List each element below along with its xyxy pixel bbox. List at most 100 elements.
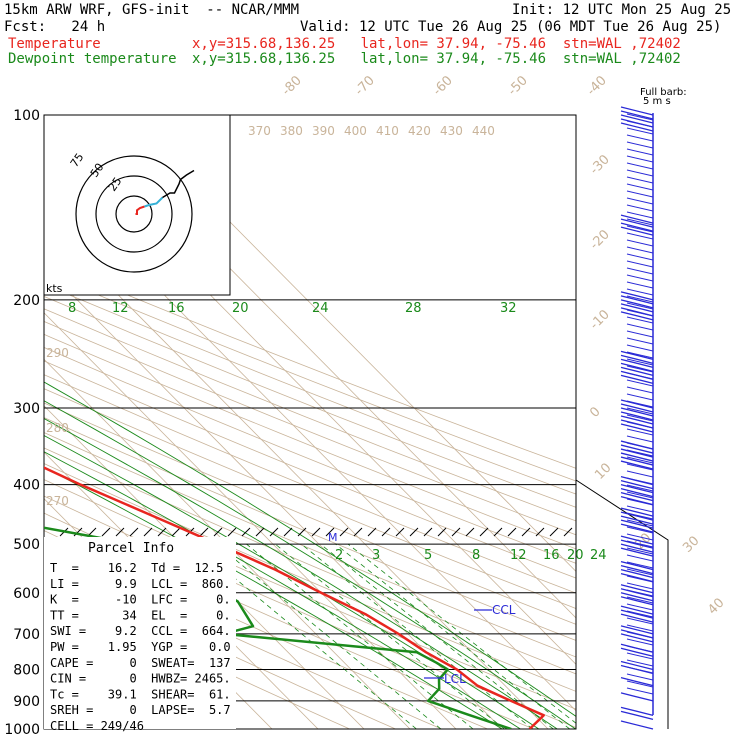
- wind-barb: [626, 505, 654, 513]
- wind-barb: [620, 415, 654, 425]
- wind-barb: [626, 477, 654, 485]
- wind-barb: [626, 316, 654, 324]
- dry-adiabat: [44, 388, 576, 609]
- pressure-label: 500: [13, 537, 40, 553]
- isobars: [43, 114, 669, 730]
- wind-barb: [620, 456, 654, 466]
- wind-barb: [626, 302, 654, 310]
- wind-barb: [626, 673, 654, 681]
- wind-barb: [620, 584, 654, 594]
- wind-barb: [626, 386, 654, 394]
- wind-barb: [620, 523, 654, 533]
- pressure-label: 900: [13, 694, 40, 710]
- wind-barb: [626, 561, 654, 569]
- mixing-ratio-label: 16: [168, 301, 185, 316]
- hatch-mark: [311, 527, 321, 537]
- wind-barb: [620, 592, 654, 602]
- m-marker: M: [328, 531, 338, 544]
- theta-label: 290: [46, 346, 69, 360]
- wind-barb: [620, 358, 654, 368]
- isotherm-label: 40: [705, 596, 727, 618]
- mixing-ratio-label: 3: [372, 548, 380, 563]
- valid-time: Valid: 12 UTC Tue 26 Aug 25 (06 MDT Tue …: [300, 19, 722, 35]
- mixing-ratio-label: 24: [590, 548, 607, 563]
- isotherm-line: [44, 405, 365, 729]
- parcel-row: LI = 9.9 LCL = 860.: [50, 577, 231, 591]
- dry-adiabat: [44, 308, 576, 522]
- theta-label: 410: [376, 124, 399, 138]
- dry-adiabat: [44, 463, 576, 692]
- wind-barb: [620, 366, 654, 376]
- wind-barb: [626, 589, 654, 597]
- wind-barb: [626, 540, 654, 548]
- wind-barb: [620, 480, 654, 490]
- wind-barb: [626, 470, 654, 478]
- wind-barb: [620, 511, 654, 521]
- mixing-ratio-label: 20: [567, 548, 584, 563]
- wind-barb: [626, 309, 654, 317]
- wind-barb: [626, 442, 654, 450]
- wind-barb: [620, 492, 654, 502]
- wind-barb: [620, 706, 654, 716]
- pressure-label: 100: [13, 108, 40, 124]
- wind-barb: [620, 114, 654, 124]
- mixing-ratio-label: 2: [335, 548, 343, 563]
- dry-adiabat: [44, 374, 576, 594]
- parcel-row: SREH = 0 LAPSE= 5.7: [50, 703, 231, 717]
- wind-barb: [626, 288, 654, 296]
- wind-barb: [626, 687, 654, 695]
- wind-barb: [626, 421, 654, 429]
- hatch-mark: [297, 527, 307, 537]
- plot-frame: [43, 114, 577, 730]
- hatch-mark: [507, 527, 517, 537]
- hatch-mark: [115, 527, 125, 537]
- moist-adiabat: [44, 434, 540, 729]
- frame-extension: [575, 479, 669, 729]
- wind-barb: [620, 647, 654, 657]
- wind-barb: [620, 613, 654, 623]
- forecast-hour: Fcst: 24 h: [4, 19, 106, 35]
- hatch-mark: [423, 527, 433, 537]
- wind-barb: [626, 533, 654, 541]
- wind-barb: [620, 609, 654, 619]
- wind-barb: [620, 106, 654, 116]
- wind-barb: [626, 554, 654, 562]
- moist-adiabat: [44, 381, 576, 717]
- wind-barb: [620, 660, 654, 671]
- wind-barb: [626, 498, 654, 506]
- hatch-mark: [451, 527, 461, 537]
- wind-barb: [626, 680, 654, 688]
- wind-barb: [626, 183, 654, 191]
- mixing-ratio-line: [275, 543, 505, 729]
- hatch-mark: [521, 527, 531, 537]
- wind-barb: [626, 148, 654, 156]
- wind-barb: [620, 677, 654, 687]
- isotherm-label: -40: [584, 73, 610, 99]
- dewpoint-location: x,y=315.68,136.25 lat,lon= 37.94, -75.46…: [192, 51, 681, 67]
- isotherm-label: -60: [430, 73, 456, 99]
- wind-barb: [626, 407, 654, 415]
- dry-adiabat: [44, 417, 576, 641]
- mixing-ratio-label: 12: [510, 548, 527, 563]
- wind-barb: [620, 218, 654, 228]
- init-time: Init: 12 UTC Mon 25 Aug 25: [512, 2, 732, 18]
- wind-barb: [620, 354, 654, 364]
- hatch-mark: [479, 527, 489, 537]
- wind-barb: [620, 460, 654, 470]
- wind-barb: [626, 281, 654, 289]
- wind-barb: [626, 239, 654, 247]
- theta-label: 400: [344, 124, 367, 138]
- isotherm-line: [44, 265, 503, 729]
- theta-label: 270: [46, 494, 69, 508]
- wind-barb: [626, 456, 654, 464]
- wind-barb: [626, 274, 654, 282]
- wind-barb: [626, 344, 654, 352]
- wind-barb: [620, 625, 654, 635]
- wind-barb: [620, 633, 654, 643]
- mixing-ratio-line: [193, 543, 417, 729]
- parcel-row: PW = 1.95 YGP = 0.0: [50, 640, 231, 654]
- mixing-ratio-line: [301, 543, 533, 729]
- isotherm-label: -50: [505, 73, 531, 99]
- wind-barb: [626, 155, 654, 163]
- wind-barb: [626, 323, 654, 331]
